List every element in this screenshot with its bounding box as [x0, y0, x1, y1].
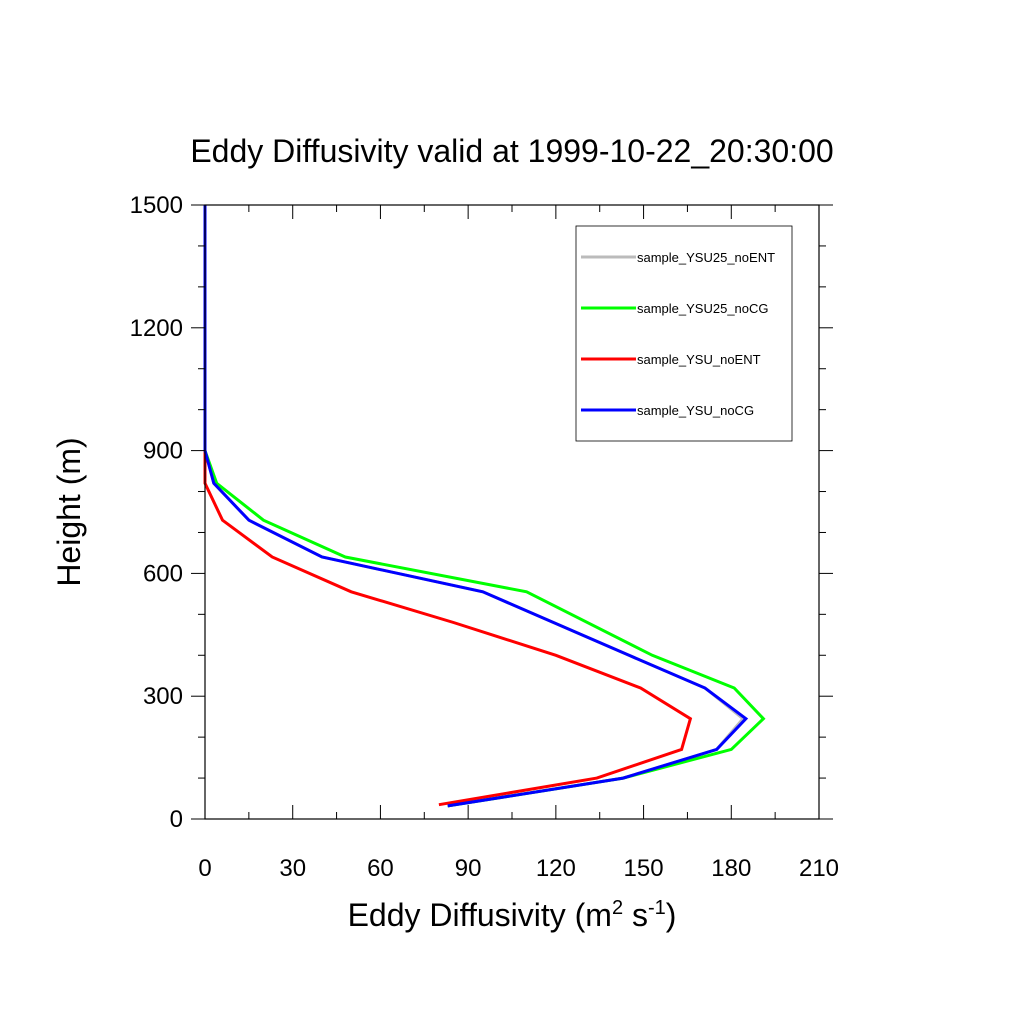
x-axis-label-mid: s: [623, 897, 648, 933]
legend-items: sample_YSU25_noENT sample_YSU25_noCGsampl…: [581, 250, 775, 418]
x-axis-label: Eddy Diffusivity (m2 s-1): [348, 897, 677, 933]
y-tick-label: 300: [143, 683, 183, 710]
legend-label: sample_YSU25_noENT: [637, 250, 775, 265]
x-tick-label: 180: [711, 855, 751, 882]
y-tick-label: 900: [143, 438, 183, 465]
y-tick-label: 1200: [130, 315, 183, 342]
x-tick-label: 120: [536, 855, 576, 882]
y-axis-label: Height (m): [51, 437, 87, 586]
legend-box: [575, 225, 793, 442]
x-tick-label: 0: [198, 855, 211, 882]
legend-label: sample_YSU_noCG: [637, 403, 754, 418]
legend-label: sample_YSU25_noCG: [637, 301, 769, 316]
x-tick-label: 60: [367, 855, 394, 882]
y-tick-label: 1500: [130, 192, 183, 219]
axis-ticks: 0 30 60 90 120 150 180 210 0 300 600 900 1200 1500: [130, 192, 839, 882]
y-tick-label: 600: [143, 560, 183, 587]
x-tick-label: 90: [455, 855, 482, 882]
x-axis-label-end: ): [666, 897, 677, 933]
x-tick-label: 150: [624, 855, 664, 882]
x-axis-label-base: Eddy Diffusivity (m: [348, 897, 612, 933]
legend: sample_YSU25_noENT sample_YSU25_noCGsampl…: [575, 225, 793, 442]
x-tick-label: 30: [279, 855, 306, 882]
y-tick-label: 0: [170, 806, 183, 833]
x-tick-label: 210: [799, 855, 839, 882]
chart-title: Eddy Diffusivity valid at 1999-10-22_20:…: [190, 133, 833, 169]
x-axis-label-sup1: 2: [612, 897, 623, 919]
x-axis-label-sup2: -1: [648, 897, 666, 919]
legend-label: sample_YSU_noENT: [637, 352, 761, 367]
